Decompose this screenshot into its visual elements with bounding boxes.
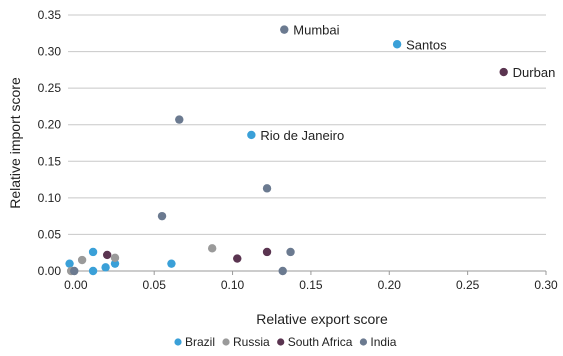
y-tick-label: 0.15 bbox=[38, 154, 62, 168]
point-south-africa bbox=[499, 67, 508, 77]
point-brazil bbox=[110, 259, 120, 268]
point-india bbox=[175, 115, 184, 124]
point-brazil bbox=[167, 259, 176, 268]
y-tick-label: 0.10 bbox=[38, 191, 62, 205]
point-india bbox=[286, 247, 295, 257]
legend-marker bbox=[277, 338, 285, 346]
x-tick-label: 0.25 bbox=[456, 278, 480, 292]
point-label: Rio de Janeiro bbox=[260, 128, 344, 143]
x-tick-label: 0.15 bbox=[299, 278, 323, 292]
x-tick-label: 0.20 bbox=[378, 278, 402, 292]
point-india bbox=[157, 211, 167, 221]
y-tick-label: 0.05 bbox=[38, 227, 62, 241]
x-tick-label: 0.05 bbox=[143, 278, 167, 292]
point-india bbox=[262, 184, 272, 193]
point-brazil bbox=[101, 263, 110, 272]
data-points bbox=[65, 25, 508, 276]
x-axis-title: Relative export score bbox=[256, 311, 388, 327]
grid-lines bbox=[68, 14, 546, 272]
point-brazil bbox=[392, 40, 402, 49]
legend-label: Brazil bbox=[185, 335, 215, 349]
point-south-africa bbox=[102, 250, 112, 260]
x-tick-label: 0.30 bbox=[534, 278, 558, 292]
legend-marker bbox=[174, 338, 182, 346]
point-russia bbox=[77, 255, 87, 265]
point-brazil bbox=[88, 247, 98, 257]
point-brazil bbox=[88, 266, 98, 276]
legend-marker bbox=[359, 338, 368, 346]
y-tick-label: 0.00 bbox=[38, 264, 62, 278]
point-south-africa bbox=[262, 247, 272, 257]
axes bbox=[68, 270, 547, 275]
legend-marker bbox=[222, 338, 230, 346]
legend-label: India bbox=[370, 335, 396, 349]
point-india bbox=[278, 266, 287, 276]
point-russia bbox=[110, 253, 120, 263]
y-tick-label: 0.25 bbox=[38, 81, 62, 95]
point-label: Santos bbox=[406, 37, 447, 52]
point-label: Durban bbox=[513, 65, 556, 80]
y-axis-title: Relative import score bbox=[7, 77, 23, 209]
x-tick-labels: 0.00 0.05 0.10 0.15 0.20 0.25 0.30 bbox=[64, 278, 558, 292]
point-labels: Rio de Janeiro Santos Durban Mumbai bbox=[260, 23, 555, 143]
point-india bbox=[70, 266, 79, 276]
point-brazil bbox=[65, 259, 74, 268]
point-brazil bbox=[247, 130, 256, 140]
point-russia bbox=[207, 244, 217, 253]
legend-label: Russia bbox=[233, 335, 270, 349]
y-tick-labels: 0.00 0.05 0.10 0.15 0.20 0.25 0.30 0.35 bbox=[38, 8, 62, 278]
point-label: Mumbai bbox=[293, 23, 339, 38]
y-tick-label: 0.20 bbox=[38, 118, 62, 132]
y-tick-label: 0.30 bbox=[38, 45, 62, 59]
legend: Brazil Russia South Africa India bbox=[174, 335, 397, 349]
legend-label: South Africa bbox=[288, 335, 353, 349]
x-tick-label: 0.00 bbox=[64, 278, 88, 292]
point-south-africa bbox=[233, 254, 242, 263]
y-tick-label: 0.35 bbox=[38, 8, 62, 22]
x-tick-label: 0.10 bbox=[221, 278, 245, 292]
point-india bbox=[280, 25, 289, 34]
